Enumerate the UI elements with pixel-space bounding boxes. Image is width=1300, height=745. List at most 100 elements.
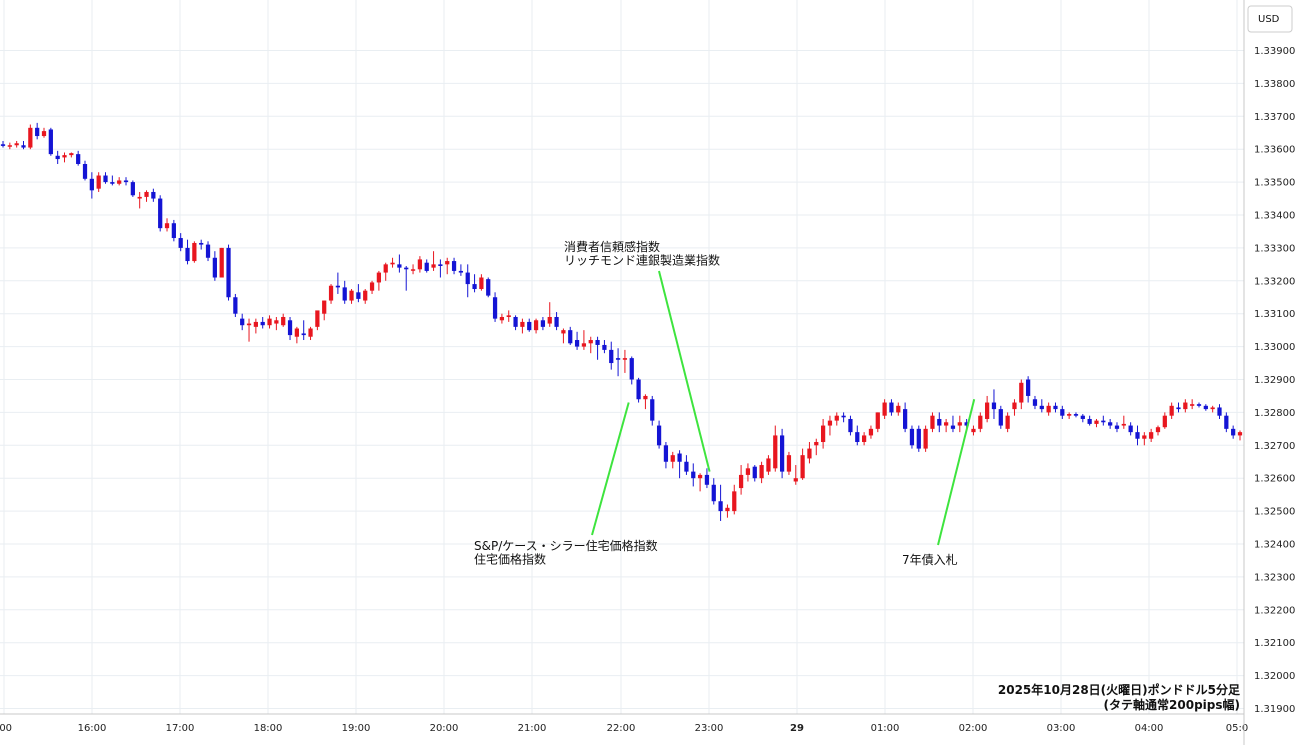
x-tick-label: 03:00 bbox=[1047, 723, 1076, 734]
candle-body bbox=[144, 191, 149, 197]
candle-body bbox=[561, 330, 566, 334]
candle-body bbox=[1019, 382, 1024, 403]
candle-body bbox=[656, 425, 662, 446]
candle-body bbox=[1067, 414, 1072, 416]
candle-body bbox=[868, 428, 874, 436]
candle-body bbox=[1196, 404, 1202, 406]
candle-body bbox=[1108, 422, 1113, 426]
candle-body bbox=[41, 131, 47, 137]
y-tick-label: 1.33700 bbox=[1254, 112, 1295, 123]
candle-body bbox=[499, 316, 505, 321]
y-tick-label: 1.33400 bbox=[1254, 211, 1295, 222]
y-tick-label: 1.32900 bbox=[1254, 375, 1295, 386]
candle-body bbox=[971, 428, 976, 433]
candle-body bbox=[335, 285, 340, 288]
candle-body bbox=[151, 191, 156, 199]
candle-body bbox=[253, 321, 258, 327]
candle-body bbox=[486, 279, 491, 296]
candle-body bbox=[725, 507, 730, 512]
candle-body bbox=[916, 428, 921, 449]
candle-body bbox=[1203, 405, 1208, 410]
candle-body bbox=[998, 409, 1003, 426]
candle-body bbox=[615, 358, 621, 360]
candle-body bbox=[205, 244, 211, 258]
candle-body bbox=[322, 300, 327, 314]
y-tick-label: 1.32800 bbox=[1254, 408, 1295, 419]
candle-body bbox=[1162, 415, 1167, 428]
candle-body bbox=[363, 290, 368, 301]
candle-body bbox=[602, 344, 607, 350]
candle-body bbox=[274, 320, 279, 324]
candle-body bbox=[506, 315, 511, 317]
candle-body bbox=[670, 455, 675, 462]
candle-body bbox=[1224, 415, 1229, 429]
candle-body bbox=[554, 316, 559, 327]
x-tick-label: 22:00 bbox=[607, 723, 636, 734]
candle-body bbox=[356, 292, 361, 299]
candle-body bbox=[609, 349, 614, 364]
candle-body bbox=[875, 412, 880, 429]
y-tick-label: 1.32400 bbox=[1254, 540, 1295, 551]
x-tick-label: 16:00 bbox=[78, 723, 107, 734]
grid-lines bbox=[0, 0, 1244, 714]
candle-body bbox=[745, 468, 751, 475]
candle-body bbox=[1039, 405, 1044, 410]
candle-body bbox=[226, 247, 231, 298]
candle-body bbox=[930, 415, 935, 429]
candle-body bbox=[691, 471, 696, 479]
candle-body bbox=[1060, 409, 1065, 416]
annotation-line bbox=[658, 270, 711, 472]
candle-body bbox=[96, 175, 101, 189]
candle-body bbox=[69, 153, 74, 156]
candle-body bbox=[711, 484, 716, 502]
candle-body bbox=[752, 466, 757, 479]
candle-body bbox=[581, 343, 587, 347]
candle-body bbox=[991, 402, 997, 410]
candle-body bbox=[663, 445, 669, 462]
candle-body bbox=[1121, 423, 1126, 426]
candle-body bbox=[677, 453, 682, 462]
candle-body bbox=[704, 474, 710, 485]
candle-body bbox=[1135, 432, 1140, 439]
candle-body bbox=[793, 478, 798, 482]
candle-body bbox=[841, 415, 846, 418]
annotation-label: 住宅価格指数 bbox=[474, 552, 546, 567]
candle-body bbox=[574, 340, 580, 347]
candle-body bbox=[903, 409, 908, 429]
candle-body bbox=[137, 196, 142, 199]
candle-body bbox=[281, 316, 286, 326]
candle-body bbox=[110, 182, 115, 184]
candle-body bbox=[1101, 420, 1106, 423]
candle-body bbox=[103, 175, 108, 183]
candle-body bbox=[766, 458, 771, 472]
candle-body bbox=[431, 264, 436, 268]
y-tick-label: 1.32700 bbox=[1254, 441, 1295, 452]
candle-body bbox=[896, 405, 901, 413]
annotation-line bbox=[937, 398, 976, 546]
candle-body bbox=[643, 395, 648, 400]
candle-body bbox=[650, 399, 655, 421]
x-tick-label: 05:0 bbox=[1226, 723, 1248, 734]
candle-body bbox=[1176, 407, 1181, 410]
candle-body bbox=[1073, 414, 1079, 416]
candle-body bbox=[328, 285, 334, 301]
candle-body bbox=[773, 435, 778, 469]
candle-body bbox=[985, 402, 990, 419]
candle-body bbox=[267, 318, 272, 326]
candle-body bbox=[465, 272, 470, 285]
y-tick-label: 1.32000 bbox=[1254, 671, 1295, 682]
candle-body bbox=[390, 262, 395, 265]
candle-body bbox=[404, 267, 409, 270]
candle-body bbox=[185, 247, 190, 262]
x-tick-label: 21:00 bbox=[518, 723, 547, 734]
candle-body bbox=[718, 501, 723, 512]
candle-body bbox=[1237, 432, 1243, 436]
candle-body bbox=[636, 379, 641, 400]
x-tick-label: 02:00 bbox=[959, 723, 988, 734]
candle-body bbox=[848, 418, 853, 433]
candle-body bbox=[1142, 435, 1147, 439]
candle-body bbox=[533, 320, 539, 331]
x-tick-label: 29 bbox=[790, 723, 804, 734]
